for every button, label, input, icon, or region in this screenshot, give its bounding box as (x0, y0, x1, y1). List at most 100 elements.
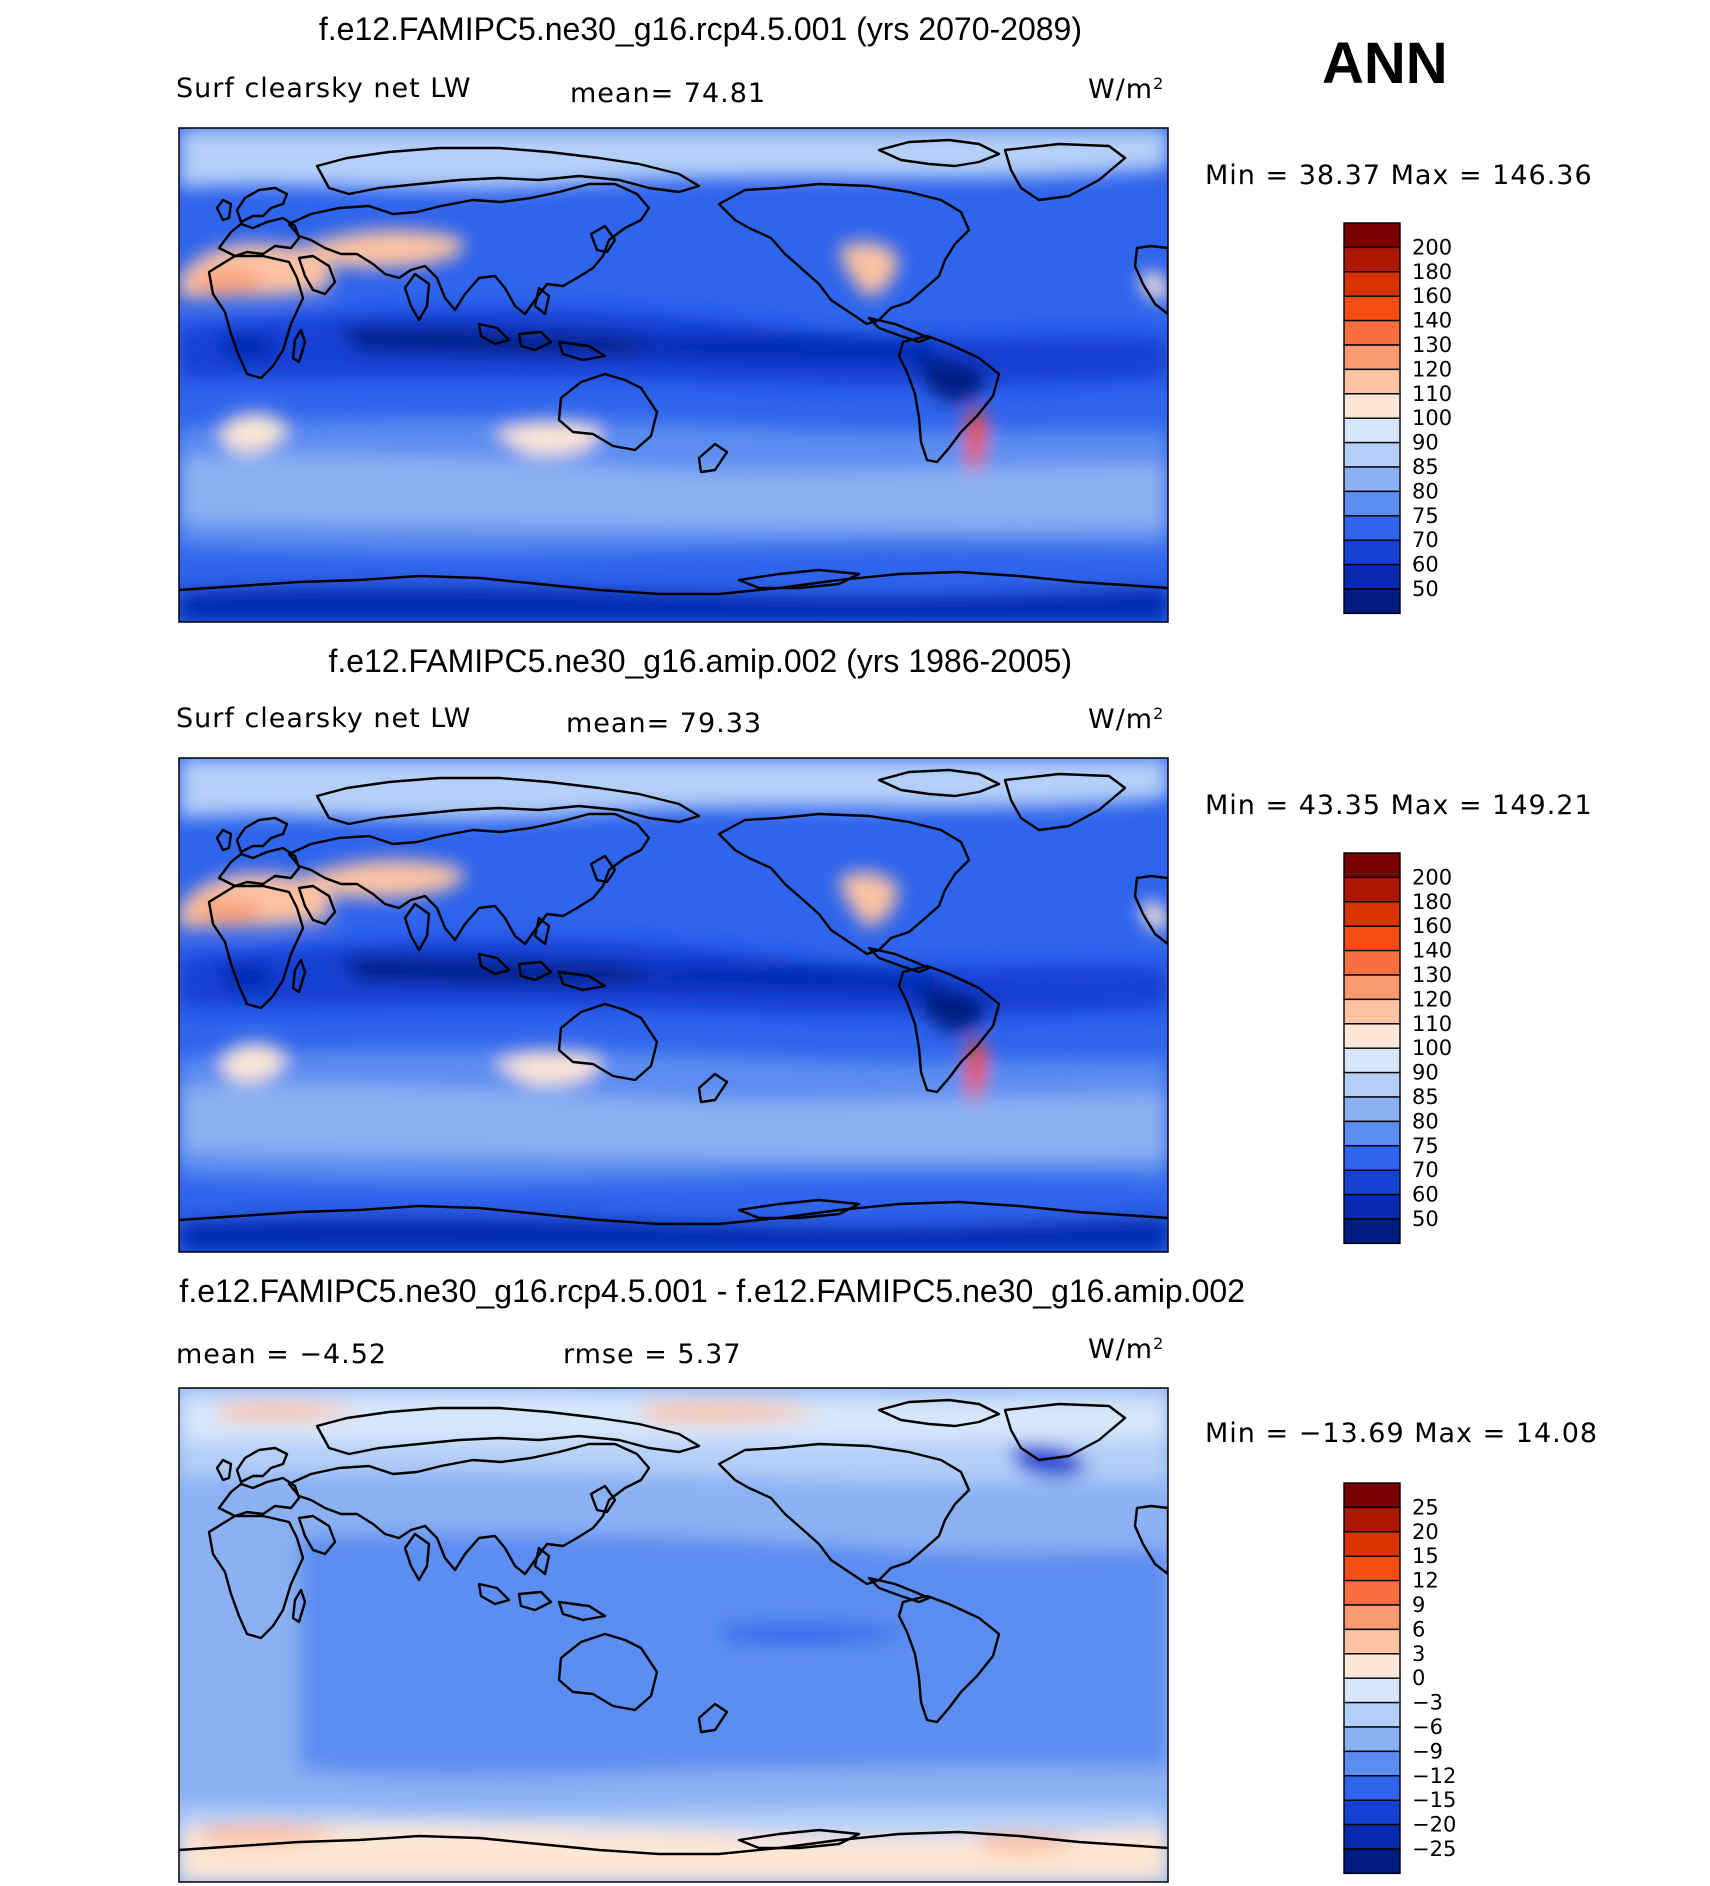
units-exponent: 2 (1153, 74, 1164, 93)
colorbar-swatch (1343, 539, 1401, 566)
colorbar-tick-label: 140 (1412, 939, 1452, 963)
colorbar-swatch (1343, 852, 1401, 879)
variable-label: Surf clearsky net LW (176, 703, 472, 734)
colorbar-tick-label: −25 (1412, 1837, 1456, 1861)
colorbar-tick-label: 85 (1412, 1085, 1439, 1109)
colorbar-swatch (1343, 515, 1401, 541)
colorbar-swatch (1343, 925, 1401, 952)
colorbar-swatch (1343, 393, 1401, 419)
colorbar-swatch (1343, 1169, 1401, 1196)
colorbar-swatch (1343, 1145, 1401, 1171)
colorbar-swatch (1343, 295, 1401, 322)
colorbar-tick-label: 120 (1412, 357, 1452, 381)
colorbar-swatch (1343, 490, 1401, 517)
colorbar-swatch (1343, 1506, 1401, 1533)
colorbar-swatch (1343, 1096, 1401, 1123)
colorbar-swatch (1343, 1193, 1401, 1220)
colorbar-tick-label: −20 (1412, 1813, 1456, 1837)
colorbar-tick-label: 160 (1412, 914, 1452, 938)
colorbar-tick-label: −3 (1412, 1691, 1443, 1715)
colorbar-tick-label: 70 (1412, 1158, 1439, 1182)
contour-region (299, 859, 465, 898)
units-exponent: 2 (1153, 1334, 1164, 1353)
colorbar-tick-label: 50 (1412, 1207, 1439, 1231)
contour-region (495, 1050, 600, 1085)
colorbar-tick-label: 80 (1412, 479, 1439, 503)
colorbar-tick-label: 15 (1412, 1544, 1439, 1568)
contour-region (179, 1084, 1168, 1160)
contour-region (299, 229, 465, 268)
colorbar-swatch (1343, 1628, 1401, 1655)
colorbar-swatch (1343, 417, 1401, 444)
contour-region (495, 420, 600, 455)
colorbar-tick-label: 100 (1412, 1036, 1452, 1060)
panel-3: f.e12.FAMIPC5.ne30_g16.rcp4.5.001 - f.e1… (176, 1273, 1598, 1883)
colorbar-tick-label: 80 (1412, 1109, 1439, 1133)
colorbar-tick-label: 20 (1412, 1520, 1439, 1544)
contour-region (179, 585, 1168, 622)
colorbar-tick-label: 90 (1412, 431, 1439, 455)
colorbar-tick-label: 200 (1412, 865, 1452, 889)
colorbar-swatch (1343, 1848, 1401, 1875)
map-field (179, 1388, 1168, 1882)
colorbar-tick-label: 50 (1412, 577, 1439, 601)
colorbar-tick-label: 110 (1412, 382, 1452, 406)
units-label: W/m2 (1088, 704, 1164, 736)
colorbar-tick-label: 160 (1412, 284, 1452, 308)
mean-label: mean = −4.52 (176, 1339, 387, 1370)
colorbar-tick-label: −12 (1412, 1764, 1456, 1788)
colorbar-swatch (1343, 1555, 1401, 1582)
contour-region (339, 957, 705, 986)
colorbar-swatch (1343, 1071, 1401, 1098)
colorbar-swatch (1343, 974, 1401, 1001)
contour-region (179, 758, 1168, 820)
colorbar-swatch (1343, 1677, 1401, 1704)
colorbar-tick-label: −15 (1412, 1788, 1456, 1812)
colorbar-swatch (1343, 1604, 1401, 1631)
units-label: W/m2 (1088, 1334, 1164, 1366)
contour-region (918, 988, 989, 1032)
map-frame (178, 757, 1169, 1253)
colorbar-tick-label: 75 (1412, 504, 1439, 528)
colorbar-tick-label: 180 (1412, 260, 1452, 284)
colorbar-tick-label: 140 (1412, 309, 1452, 333)
colorbar-tick-label: −6 (1412, 1715, 1443, 1739)
min-max-label: Min = 38.37 Max = 146.36 (1205, 160, 1593, 191)
colorbar-swatch (1343, 1579, 1401, 1606)
colorbar-tick-label: 200 (1412, 235, 1452, 259)
panel-title: f.e12.FAMIPC5.ne30_g16.rcp4.5.001 (yrs 2… (319, 11, 1082, 47)
colorbar-swatch (1343, 588, 1401, 615)
colorbar-tick-label: 60 (1412, 553, 1439, 577)
colorbar-swatch (1343, 563, 1401, 590)
contour-region (199, 901, 265, 922)
colorbar-tick-label: 12 (1412, 1569, 1439, 1593)
colorbar-swatch (1343, 1750, 1401, 1777)
map-frame (178, 1387, 1169, 1883)
colorbar-tick-label: −9 (1412, 1739, 1443, 1763)
contour-region (219, 1043, 287, 1082)
colorbar-swatch (1343, 876, 1401, 903)
contour-region (339, 327, 705, 356)
min-max-label: Min = −13.69 Max = 14.08 (1205, 1418, 1598, 1449)
colorbar-tick-label: 110 (1412, 1012, 1452, 1036)
colorbar-tick-label: 3 (1412, 1642, 1425, 1666)
colorbar-swatch (1343, 368, 1401, 395)
panel-1: f.e12.FAMIPC5.ne30_g16.rcp4.5.001 (yrs 2… (176, 11, 1593, 623)
contour-region (299, 1533, 1168, 1776)
contour-region (639, 965, 939, 994)
contour-region (1139, 272, 1168, 301)
colorbar-swatch (1343, 1047, 1401, 1074)
panel-title: f.e12.FAMIPC5.ne30_g16.rcp4.5.001 - f.e1… (179, 1273, 1245, 1309)
contour-region (219, 1402, 359, 1421)
colorbar-tick-label: 180 (1412, 890, 1452, 914)
variable-label: Surf clearsky net LW (176, 73, 472, 104)
mean-label: mean= 79.33 (566, 708, 762, 739)
contour-region (918, 358, 989, 402)
colorbar-tick-label: 130 (1412, 333, 1452, 357)
colorbar-tick-label: 75 (1412, 1134, 1439, 1158)
contour-region (966, 1039, 987, 1104)
contour-region (839, 242, 899, 297)
